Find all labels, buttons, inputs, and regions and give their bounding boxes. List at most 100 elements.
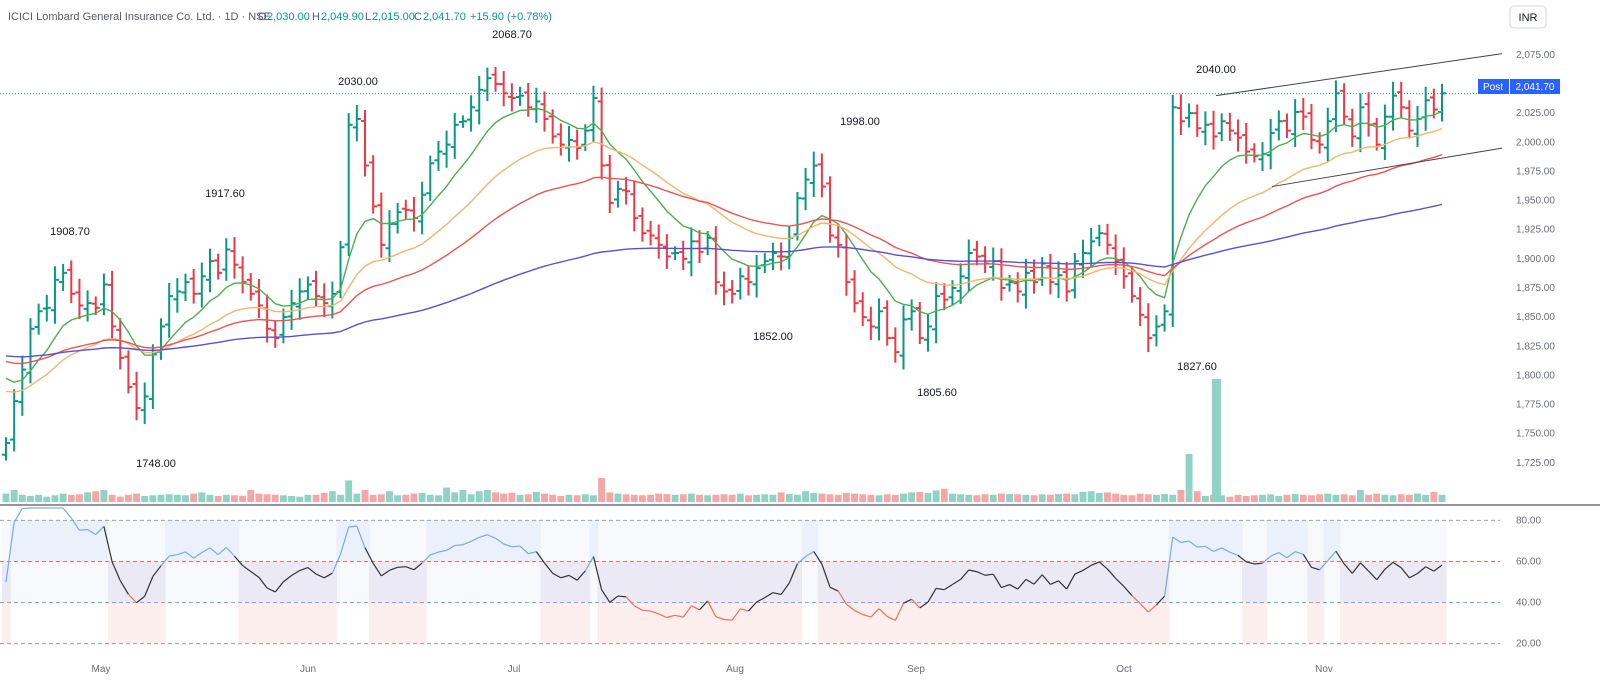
volume-bar [1144,494,1152,502]
volume-bar [1365,494,1372,502]
rsi-zone-neutral [923,561,933,603]
rsi-zone-weak [1111,602,1121,644]
rsi-zone-weak [1160,602,1170,644]
rsi-zone-neutral [140,561,150,603]
rsi-zone-weak [1348,602,1357,644]
rsi-segment [911,598,921,609]
rsi-zone-strong [10,520,19,562]
rsi-zone-strong [483,520,492,562]
rsi-segment [601,589,611,603]
ohlc-bar [42,294,51,322]
rsi-zone-weak [907,602,917,644]
rsi-segment [699,600,709,611]
volume-bar [769,494,777,502]
ohlc-bar [1397,81,1406,118]
rsi-segment [1335,550,1345,565]
last-price-tag: Post 2,041.70 [1478,79,1560,94]
rsi-segment [209,547,219,556]
price-annotation: 1748.00 [136,458,176,470]
volume-bar [753,494,761,502]
rsi-segment [1368,570,1378,581]
ohlc-bar [409,196,418,232]
rsi-segment [217,546,227,556]
rsi-zone-weak [972,602,982,644]
rsi-segment [160,555,170,567]
rsi-zone-strong [1291,520,1300,562]
rsi-segment [454,544,463,547]
ohlc-bar [254,279,263,318]
rsi-zone-neutral [271,561,280,603]
volume-bar-spike [1212,379,1221,502]
volume-bar [59,493,67,502]
volume-bar [696,494,703,502]
rsi-zone-weak [1152,602,1162,644]
ohlc-bar [238,256,247,294]
rsi-zone-neutral [654,561,664,603]
rsi-zone-strong [1176,520,1186,562]
rsi-segment [568,574,578,581]
rsi-segment [535,551,545,564]
rsi-zone-weak [940,602,949,644]
rsi-segment [103,526,113,562]
ohlc-bar [932,282,941,344]
ohlc-bar [1348,108,1357,148]
rsi-segment [397,566,406,568]
price-axis-tick: 1,925.00 [1516,225,1555,236]
rsi-segment [70,517,80,531]
volume-bar [1046,494,1054,502]
volume-bar [1308,495,1315,502]
ohlc-bar [10,389,19,452]
rsi-zone-neutral [1429,561,1439,603]
ohlc-bar [124,350,133,394]
rsi-zone-weak [679,602,688,644]
time-axis-tick: Nov [1315,664,1333,675]
rsi-zone-weak [556,602,566,644]
rsi-zone-neutral [997,561,1006,603]
volume-bar [1324,493,1332,502]
volume-bar [761,494,769,502]
volume-bar [712,494,720,502]
ohlc-bar [826,176,835,243]
ohlc-bar [1217,113,1226,142]
volume-bar [590,495,597,502]
price-annotation: 1852.00 [753,331,793,343]
volume-bar [84,492,92,502]
ohlc-bar [1054,261,1063,299]
ohlc-bar [1299,97,1308,131]
volume-bar [981,494,989,502]
ohlc-bar [181,273,190,302]
close-label: C [414,11,422,23]
rsi-zone-strong [42,520,52,562]
ohlc-bar [491,66,500,92]
volume-bar [483,490,491,502]
rsi-zone-weak [303,602,313,644]
rsi-segment [878,608,888,618]
rsi-zone-weak [140,602,150,644]
rsi-segment [127,593,137,604]
rsi-segment [266,587,276,593]
rsi-zone-weak [605,602,615,644]
rsi-zone-weak [271,602,280,644]
rsi-segment [1041,574,1051,585]
volume-bar [736,493,744,502]
ohlc-bar [1209,110,1218,150]
volume-bar [1112,493,1120,502]
ohlc-bar [915,302,924,345]
rsi-zone-weak [768,602,778,644]
rsi-segment [323,572,333,579]
currency-button[interactable]: INR [1509,5,1547,29]
rsi-segment [250,571,260,578]
ohlc-bar [532,87,541,123]
volume-bar [1071,494,1079,502]
volume-bar [1242,496,1250,502]
rsi-zone-strong [336,520,346,562]
rsi-zone-weak [662,602,672,644]
rsi-segment [1098,561,1108,570]
rsi-zone-neutral [1054,561,1064,603]
rsi-segment [495,537,505,545]
rsi-zone-weak [793,602,803,644]
rsi-zone-strong [458,520,468,562]
volume-bar [557,496,565,502]
rsi-zone-weak [246,602,256,644]
